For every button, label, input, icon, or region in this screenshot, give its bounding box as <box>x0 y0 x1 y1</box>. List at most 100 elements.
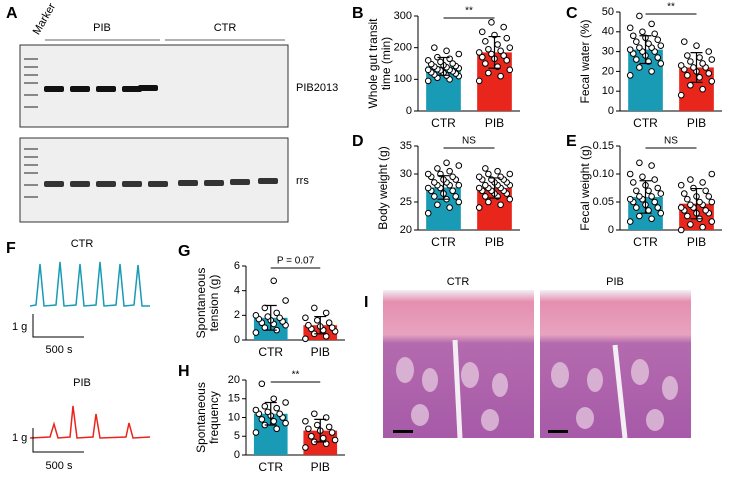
data-point <box>645 207 652 214</box>
data-point <box>708 56 716 63</box>
y-axis-label: frequency <box>207 391 221 444</box>
data-point <box>693 42 700 49</box>
scale-label: 1 g <box>12 432 27 444</box>
data-point <box>482 181 489 189</box>
data-point <box>626 218 634 225</box>
data-point <box>313 316 321 324</box>
data-point <box>475 204 483 211</box>
error-bar <box>639 35 652 65</box>
y-tick-label: 100 <box>394 73 412 85</box>
panel-letter: D <box>352 133 364 150</box>
data-point <box>702 187 709 195</box>
data-point <box>702 207 709 214</box>
data-point <box>478 28 486 36</box>
data-point <box>485 198 492 206</box>
data-point <box>503 34 511 42</box>
data-point <box>452 193 460 200</box>
data-point <box>657 209 665 217</box>
data-point <box>258 416 266 423</box>
data-point <box>708 218 716 225</box>
data-point <box>639 28 646 36</box>
y-tick-label: 50 <box>602 6 614 18</box>
data-point <box>328 429 336 436</box>
data-point <box>475 49 483 56</box>
data-point <box>282 399 289 406</box>
data-point <box>629 32 637 40</box>
data-point <box>506 44 514 51</box>
y-tick-label: 300 <box>394 10 412 22</box>
panel-letter: C <box>566 5 578 22</box>
data-point <box>654 54 662 61</box>
data-point <box>657 190 665 197</box>
y-axis-label: Spontaneous <box>194 382 208 453</box>
data-point <box>497 47 504 55</box>
y-tick-label: 20 <box>602 65 614 77</box>
data-point <box>677 181 685 189</box>
trace <box>29 405 151 439</box>
data-point <box>648 162 655 169</box>
data-point <box>302 314 309 322</box>
data-point <box>308 432 315 440</box>
data-point <box>696 74 703 81</box>
marker-label: Marker <box>31 1 59 37</box>
data-point <box>302 335 309 343</box>
error-bar <box>690 187 703 220</box>
data-point <box>305 425 312 433</box>
y-tick-label: 2 <box>234 309 240 321</box>
error-bar <box>264 401 277 426</box>
data-point <box>497 173 504 181</box>
data-point <box>699 60 706 67</box>
data-point <box>273 309 280 317</box>
data-point <box>319 434 327 442</box>
data-point <box>494 167 501 175</box>
data-point <box>677 204 685 211</box>
image-label: PIB <box>606 276 624 288</box>
significance-label: NS <box>462 136 476 147</box>
y-axis-label: time (min) <box>379 37 393 90</box>
data-point <box>449 187 456 195</box>
data-point <box>708 78 716 85</box>
data-point <box>494 41 501 48</box>
data-point <box>506 195 514 203</box>
data-point <box>305 321 312 329</box>
data-point <box>434 165 441 172</box>
data-point <box>276 410 283 418</box>
data-point <box>443 47 450 55</box>
panel-letter: A <box>6 5 18 22</box>
data-point <box>645 187 652 195</box>
y-tick-label: 0 <box>406 105 412 117</box>
data-point <box>446 55 453 63</box>
data-point <box>651 30 658 38</box>
data-point <box>687 176 694 183</box>
data-point <box>313 421 321 429</box>
data-point <box>449 173 456 181</box>
data-point <box>684 195 691 203</box>
data-point <box>449 60 456 67</box>
data-point <box>684 72 691 79</box>
data-point <box>636 212 643 220</box>
data-point <box>677 62 685 69</box>
data-point <box>270 277 278 285</box>
y-axis-label: tension (g) <box>207 275 221 332</box>
data-point <box>446 204 453 211</box>
data-point <box>708 170 716 178</box>
error-bar <box>314 418 327 443</box>
scale-label: 500 s <box>46 344 73 356</box>
panel-letter: H <box>178 363 190 380</box>
data-point <box>446 167 453 175</box>
data-point <box>699 179 706 186</box>
data-point <box>325 319 333 327</box>
y-axis-label: Body weight (g) <box>376 146 390 229</box>
data-point <box>626 195 634 203</box>
y-tick-label: 0 <box>234 334 240 346</box>
data-point <box>252 312 260 319</box>
data-point <box>325 423 333 431</box>
y-axis-label: Fecal weight (g) <box>578 145 592 230</box>
data-point <box>626 24 634 32</box>
data-point <box>648 68 655 75</box>
data-point <box>276 314 283 322</box>
data-point <box>497 201 504 209</box>
data-point <box>258 380 266 388</box>
data-point <box>455 50 463 58</box>
